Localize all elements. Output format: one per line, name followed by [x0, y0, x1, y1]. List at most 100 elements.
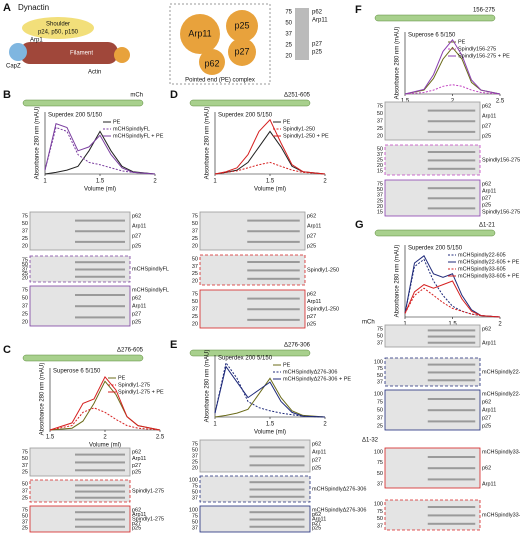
band [75, 469, 125, 472]
axes [214, 112, 325, 175]
band-label: mCHSpindlyΔ276-306 [312, 486, 366, 492]
marker: 37 [192, 453, 198, 459]
band [427, 341, 476, 344]
legend-label: PE [113, 119, 121, 125]
band-label: p25 [312, 465, 321, 471]
construct-label: Δ276-306 [284, 343, 311, 349]
legend-label: mCHSpindly33-605 + PE [458, 273, 520, 279]
marker: 25 [22, 236, 28, 242]
curve [404, 46, 501, 95]
marker: 25 [22, 271, 28, 277]
marker: 37 [192, 525, 198, 531]
band-label: p25 [312, 525, 321, 531]
band-label: p62 [132, 213, 141, 219]
marker: 100 [374, 391, 383, 397]
marker: 37 [192, 264, 198, 270]
x-tick-label: 2 [153, 179, 157, 185]
marker: 20 [22, 275, 28, 281]
p25-shape [226, 10, 258, 42]
marker: 75 [377, 103, 383, 109]
pe-shape [114, 47, 130, 63]
marker: 100 [189, 477, 198, 483]
label: Shoulder [46, 22, 70, 28]
marker: 100 [374, 501, 383, 507]
capz-shape [9, 43, 27, 61]
legend-label: Spindly1-250 + PE [283, 133, 329, 139]
construct-label: Δ1-32 [362, 438, 379, 444]
curve [404, 255, 501, 318]
x-tick-label: 2 [323, 422, 327, 428]
marker: 20 [377, 204, 383, 210]
label: Arp11 [188, 28, 211, 38]
band [75, 316, 125, 319]
band-label: p27 [132, 311, 141, 317]
marker: 37 [22, 519, 28, 525]
curve [214, 118, 326, 175]
legend-label: Spindly1-275 [118, 382, 150, 388]
marker: 50 [377, 407, 383, 413]
marker: 37 [285, 32, 292, 38]
label: Actin [88, 70, 101, 76]
marker: 25 [22, 495, 28, 501]
band [75, 453, 125, 456]
chart-title: Superose 6 5/150 [53, 369, 101, 375]
x-tick-label: 1.5 [266, 422, 275, 428]
band [249, 446, 305, 449]
legend-label: mCHSpindlyFL + PE [113, 133, 164, 139]
x-tick-label: 2.5 [496, 99, 505, 105]
marker: 100 [374, 449, 383, 455]
marker: 75 [22, 287, 28, 293]
y-label: Absorbance 280 nm (mAU) [395, 245, 401, 318]
marker: 75 [377, 366, 383, 372]
band-label: Spindly1-275 [132, 488, 164, 494]
band-label: p62 [132, 449, 141, 455]
band-label: Arp11 [482, 340, 496, 346]
band-label: Spindly156-275 [482, 209, 520, 215]
band [427, 409, 476, 412]
band-label: p27 [132, 463, 141, 469]
x-tick-label: 1.5 [448, 322, 457, 328]
panel-letter: B [3, 89, 11, 101]
band [249, 518, 305, 521]
marker: 50 [377, 187, 383, 193]
legend-label: Spindly1-250 [283, 126, 315, 132]
chart-title: Superose 6 5/150 [408, 33, 456, 39]
panel-letter: F [355, 4, 362, 16]
band [247, 261, 300, 263]
construct-bar [374, 14, 496, 22]
x-label: Volume (ml) [89, 443, 121, 449]
legend-label: Spindly156-275 + PE [458, 53, 510, 59]
marker: 25 [22, 311, 28, 317]
band [247, 277, 300, 280]
marker: 20 [22, 243, 28, 249]
band [427, 130, 476, 133]
band [247, 318, 300, 321]
marker: 25 [22, 525, 28, 531]
band-label: Arp11 [482, 188, 496, 194]
band [75, 484, 125, 487]
axes [404, 32, 500, 95]
band-label: Spindly156-275 [482, 157, 520, 163]
curve [49, 407, 161, 431]
band-label: p62 [307, 291, 316, 297]
band [427, 109, 476, 112]
band-label: p62 [132, 507, 141, 513]
x-label: Volume (ml) [254, 187, 286, 193]
marker: 75 [377, 460, 383, 466]
label: p24, p50, p150 [38, 30, 79, 36]
construct-label: mCh [130, 93, 143, 99]
legend-label: PE [458, 39, 466, 45]
panel-letter: C [3, 344, 11, 356]
marker: 20 [377, 133, 383, 139]
band [75, 496, 125, 499]
legend-label: PE [283, 119, 291, 125]
band [75, 518, 125, 521]
marker: 75 [377, 509, 383, 515]
marker: 37 [377, 340, 383, 346]
marker: 50 [22, 513, 28, 519]
p27-shape [228, 38, 256, 66]
marker: 37 [377, 523, 383, 529]
band [247, 308, 300, 311]
band [427, 187, 476, 190]
